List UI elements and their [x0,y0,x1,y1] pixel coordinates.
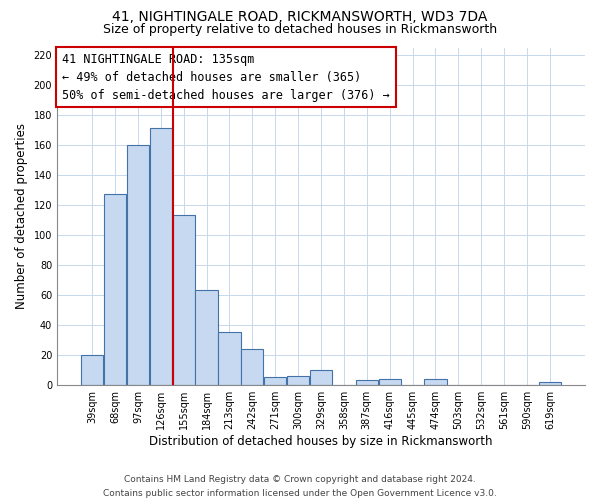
Bar [379,378,401,384]
Bar [81,354,103,384]
Bar [424,378,446,384]
Bar [356,380,378,384]
Bar [218,332,241,384]
Bar [196,290,218,384]
Bar [264,377,286,384]
Text: 41 NIGHTINGALE ROAD: 135sqm
← 49% of detached houses are smaller (365)
50% of se: 41 NIGHTINGALE ROAD: 135sqm ← 49% of det… [62,52,390,102]
Bar [104,194,126,384]
Y-axis label: Number of detached properties: Number of detached properties [15,123,28,309]
Bar [173,216,195,384]
Bar [287,376,309,384]
Text: 41, NIGHTINGALE ROAD, RICKMANSWORTH, WD3 7DA: 41, NIGHTINGALE ROAD, RICKMANSWORTH, WD3… [112,10,488,24]
Text: Contains HM Land Registry data © Crown copyright and database right 2024.
Contai: Contains HM Land Registry data © Crown c… [103,476,497,498]
X-axis label: Distribution of detached houses by size in Rickmansworth: Distribution of detached houses by size … [149,434,493,448]
Bar [127,145,149,384]
Bar [539,382,561,384]
Bar [241,348,263,384]
Bar [310,370,332,384]
Bar [150,128,172,384]
Text: Size of property relative to detached houses in Rickmansworth: Size of property relative to detached ho… [103,22,497,36]
